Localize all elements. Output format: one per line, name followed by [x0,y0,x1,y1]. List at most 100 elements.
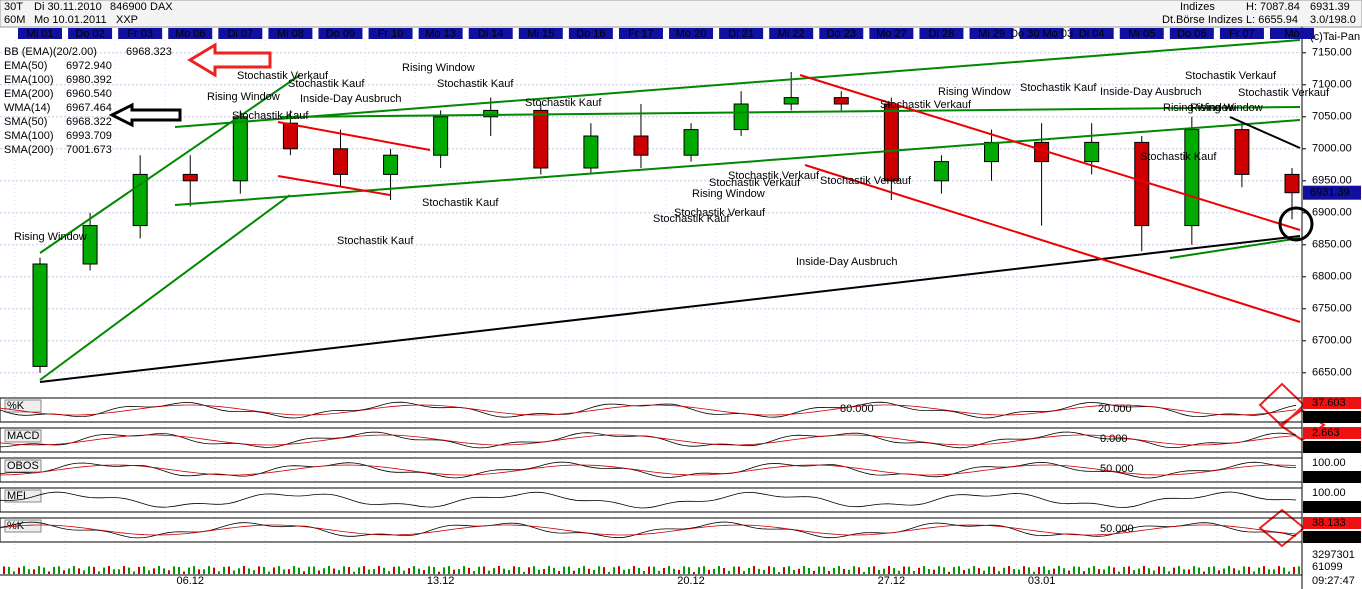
legend-name: WMA(14) [4,102,50,114]
value-box [1303,427,1361,439]
volume-bar [1228,566,1230,574]
volume-bar [1278,566,1280,574]
volume-bar [1083,571,1085,574]
signal-annotation: Stochastik Kauf [422,197,499,209]
volume-bar [1203,571,1205,574]
volume-bar [1148,568,1150,574]
trend-line [1169,237,1301,259]
volume-bar [248,568,250,574]
volume-bar [688,567,690,574]
panel [0,487,1303,513]
panel-value: 37.603 [1312,397,1346,409]
volume-bar [33,569,35,574]
volume-bar [998,571,1000,574]
volume-bar [878,569,880,574]
volume-bar [678,569,680,574]
volume-bar [143,566,145,574]
header-text: Mo 10.01.2011 [34,14,107,26]
volume-bar [958,566,960,574]
volume-bar [138,566,140,574]
volume-bar [1198,567,1200,574]
volume-bar [173,566,175,574]
volume-bar [888,566,890,574]
day-label: Di 28 [929,28,955,40]
volume-bar [978,568,980,574]
day-label: Mo 20 [676,28,707,40]
volume-bar [1053,568,1055,574]
volume-bar [588,568,590,574]
day-tab [1019,28,1064,39]
volume-bar [1108,566,1110,574]
volume-bar [128,567,130,574]
volume-bar [1298,566,1300,574]
candle-body [733,103,749,131]
value-box [1303,531,1361,543]
volume-bar [818,566,820,574]
volume-bar [753,566,755,574]
volume-bar [1128,566,1130,574]
signal-annotation: Rising Window [402,62,475,74]
volume-bar [1033,571,1035,574]
signal-annotation: Rising Window [14,231,87,243]
indicator-line [0,401,1297,419]
indicator-line [0,461,1297,479]
volume-bar [1123,566,1125,574]
volume-bar [1118,571,1120,574]
trend-line [39,74,301,254]
volume-bar [208,566,210,574]
day-tab [618,28,663,39]
candle-body [433,116,449,156]
volume-bar [348,567,350,574]
volume-bar [1038,567,1040,574]
day-tab [118,28,163,39]
volume-bar [638,567,640,574]
volume-bar [28,569,30,574]
volume-bar [1078,566,1080,574]
legend-value: 7001.673 [66,144,112,156]
volume-bar [483,566,485,574]
volume-bar [983,570,985,574]
volume-bar [43,567,45,574]
volume-bar [1253,571,1255,574]
day-tab [1270,28,1314,39]
volume-bar [8,566,10,574]
day-tab [969,28,1014,39]
panel-level: 50.000 [1100,463,1134,475]
x-date-label: 13.12 [427,575,455,587]
volume-bar [213,567,215,574]
panel-tab [4,429,42,443]
panel-label: %K [7,400,25,412]
volume-bar [108,566,110,574]
signal-annotation: Stochastik Verkauf [1185,70,1277,82]
volume-bar [803,566,805,574]
legend-value: 6993.709 [66,130,112,142]
volume-bar [738,566,740,574]
volume-bar [183,571,185,574]
candle-body [933,161,949,182]
volume-bar [38,566,40,574]
volume-bar [848,569,850,574]
volume-bar [463,566,465,574]
header-text: H: 7087.84 [1246,1,1300,13]
panel-label: OBOS [7,460,39,472]
candle-body [383,154,399,175]
volume-bar [1068,570,1070,574]
volume-bar [943,567,945,574]
volume-bar [513,566,515,574]
volume-bar [148,570,150,574]
indicator-line [0,434,1297,446]
volume-bar [448,566,450,574]
volume-bar [823,566,825,574]
clock: 09:27:47 [1312,575,1355,587]
volume-bar [618,566,620,574]
panel-value: 2.663 [1312,427,1340,439]
trend-line [39,235,1301,383]
volume-bar [713,568,715,574]
volume-bar [993,566,995,574]
day-tab [168,28,213,39]
day-tab [268,28,313,39]
signal-annotation: Stochastik Verkauf [728,170,820,182]
panel-level: 80.000 [840,403,874,415]
